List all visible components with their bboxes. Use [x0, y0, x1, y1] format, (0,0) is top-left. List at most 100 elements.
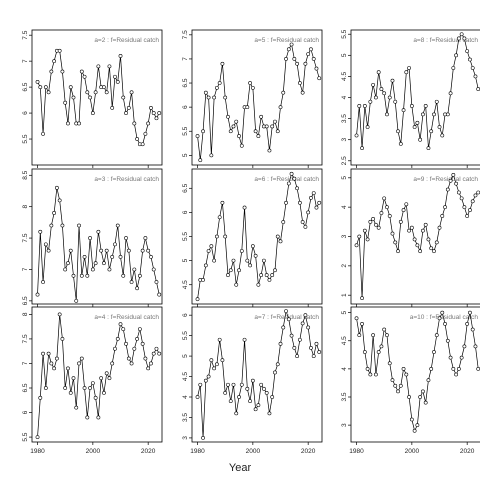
data-point [140, 248, 145, 253]
data-point [151, 111, 156, 115]
data-point [234, 282, 239, 287]
data-point [476, 190, 480, 195]
data-point [297, 200, 302, 205]
panel-1: 5.5 6 6.5 7 7.5 a=2 : f=Residual catch [22, 29, 163, 168]
data-point [146, 121, 151, 126]
y-tick-label: 1 [341, 293, 348, 297]
data-point [357, 234, 362, 239]
data-point [217, 337, 222, 342]
data-point [121, 95, 126, 100]
data-point [137, 273, 142, 278]
data-point [306, 210, 311, 215]
data-point [445, 187, 450, 192]
panel-frame [191, 29, 323, 166]
data-point [124, 236, 128, 240]
data-point [289, 171, 294, 176]
data-point [212, 366, 217, 371]
data-point [198, 158, 203, 163]
data-point [423, 104, 428, 108]
series-line [197, 43, 320, 161]
data-point [273, 370, 277, 375]
panel-label: a=2 : f=Residual catch [94, 37, 159, 44]
data-point [203, 90, 208, 95]
data-point [49, 361, 54, 366]
data-point [212, 95, 217, 100]
data-point [99, 376, 104, 381]
data-point [454, 53, 459, 58]
data-point [212, 258, 217, 263]
data-point [49, 223, 54, 228]
data-point [409, 104, 414, 108]
data-point [354, 243, 359, 248]
data-point [415, 120, 420, 125]
data-point [259, 382, 264, 387]
data-point [396, 389, 400, 394]
data-point [71, 376, 76, 381]
data-point [434, 240, 439, 245]
y-tick-label: 4 [182, 395, 189, 399]
data-point [201, 277, 205, 282]
panel-2: 5 5.5 6 6.5 7 7.5 a=5 : f=Residual catch [182, 29, 323, 168]
data-point [253, 129, 258, 134]
data-point [387, 361, 392, 366]
data-point [443, 321, 447, 326]
data-point [314, 205, 319, 210]
data-point [426, 237, 431, 242]
data-point [52, 211, 57, 215]
y-tick-label: 7.5 [22, 233, 29, 242]
y-tick-label: 6 [22, 410, 29, 414]
data-point [398, 383, 403, 388]
panel-frame [31, 168, 163, 305]
data-point [38, 395, 43, 400]
data-point [401, 366, 406, 371]
y-tick-label: 3 [341, 234, 348, 238]
data-point [206, 374, 211, 379]
data-point [418, 249, 423, 254]
data-point [115, 223, 120, 228]
data-point [157, 292, 162, 297]
data-point [96, 229, 101, 234]
series-line [197, 310, 320, 438]
data-point [454, 181, 459, 186]
panel-5: 4.5 5 5.5 6 6.5 a=6 : f=Residual catch [182, 168, 323, 307]
data-point [289, 333, 294, 338]
data-point [93, 395, 98, 400]
data-point [135, 286, 140, 291]
data-point [278, 239, 283, 244]
data-point [57, 48, 62, 53]
data-point [429, 366, 434, 371]
data-point [360, 146, 364, 151]
data-point [360, 296, 364, 301]
data-point [129, 90, 134, 95]
data-point [362, 104, 367, 108]
data-point [434, 333, 439, 338]
data-point [143, 131, 148, 136]
data-point [365, 366, 370, 371]
panel-label: a=5 : f=Residual catch [254, 37, 319, 44]
data-point [38, 229, 43, 234]
data-point [63, 386, 68, 390]
data-point [297, 81, 302, 85]
y-tick-label: 5 [341, 53, 348, 57]
panel-4: 6.5 7 7.5 8 8.5 a=3 : f=Residual catch [22, 168, 163, 307]
y-tick-label: 6.5 [22, 296, 29, 305]
data-point [300, 321, 305, 326]
data-point [237, 395, 241, 399]
data-point [126, 356, 131, 361]
panel-frame [191, 306, 323, 443]
data-point [124, 341, 128, 346]
data-point [432, 350, 436, 354]
data-point [41, 280, 45, 284]
data-point [440, 310, 445, 315]
data-point [250, 378, 255, 383]
data-point [223, 234, 228, 239]
data-point [214, 234, 219, 239]
data-point [292, 176, 297, 181]
data-point [295, 186, 300, 191]
data-point [440, 133, 445, 138]
data-point [195, 297, 200, 302]
y-tick-label: 5.5 [22, 134, 29, 143]
data-point [68, 85, 73, 90]
panel-8: 3 3.5 4 4.5 5 5.5 6 1980 2000 2020 a=7 : f=Residua… [182, 306, 323, 455]
y-tick-label: 6 [22, 111, 29, 115]
